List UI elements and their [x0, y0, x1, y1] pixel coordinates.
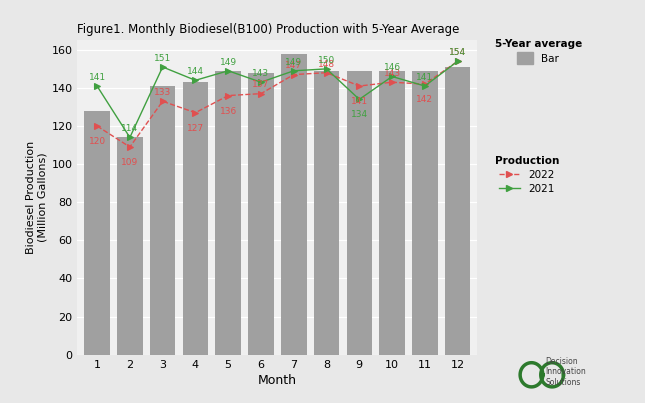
- Text: 137: 137: [252, 81, 270, 89]
- Text: 144: 144: [187, 67, 204, 76]
- Text: 150: 150: [318, 56, 335, 65]
- X-axis label: Month: Month: [258, 374, 297, 386]
- Text: 141: 141: [88, 73, 106, 82]
- Text: 134: 134: [351, 110, 368, 119]
- Text: 143: 143: [384, 69, 401, 78]
- Bar: [117, 137, 143, 355]
- Bar: [281, 54, 306, 355]
- Text: Figure1. Monthly Biodiesel(B100) Production with 5-Year Average: Figure1. Monthly Biodiesel(B100) Product…: [77, 23, 460, 36]
- Text: 136: 136: [219, 107, 237, 116]
- Text: 149: 149: [219, 58, 237, 66]
- Text: 154: 154: [449, 48, 466, 57]
- Bar: [313, 71, 339, 355]
- Bar: [248, 73, 273, 355]
- Legend: 2022, 2021: 2022, 2021: [495, 156, 559, 194]
- Text: 141: 141: [416, 73, 433, 82]
- Text: 154: 154: [449, 48, 466, 57]
- Bar: [379, 71, 405, 355]
- Bar: [215, 71, 241, 355]
- Text: 127: 127: [187, 124, 204, 133]
- Y-axis label: Biodiesel Production
(Million Gallons): Biodiesel Production (Million Gallons): [26, 141, 47, 254]
- Text: 114: 114: [121, 124, 139, 133]
- Bar: [445, 67, 470, 355]
- Bar: [150, 86, 175, 355]
- Bar: [183, 82, 208, 355]
- Text: 147: 147: [285, 61, 303, 71]
- Text: 109: 109: [121, 158, 139, 167]
- Text: 148: 148: [318, 60, 335, 69]
- Bar: [412, 71, 438, 355]
- Bar: [346, 71, 372, 355]
- Bar: [84, 111, 110, 355]
- Text: 151: 151: [154, 54, 172, 63]
- Text: 142: 142: [417, 95, 433, 104]
- Text: Decision
Innovation
Solutions: Decision Innovation Solutions: [545, 357, 586, 387]
- Text: 143: 143: [252, 69, 270, 78]
- Text: 120: 120: [88, 137, 106, 146]
- Text: 149: 149: [285, 58, 303, 66]
- Text: 141: 141: [351, 97, 368, 106]
- Text: 133: 133: [154, 88, 172, 97]
- Text: 146: 146: [384, 63, 401, 72]
